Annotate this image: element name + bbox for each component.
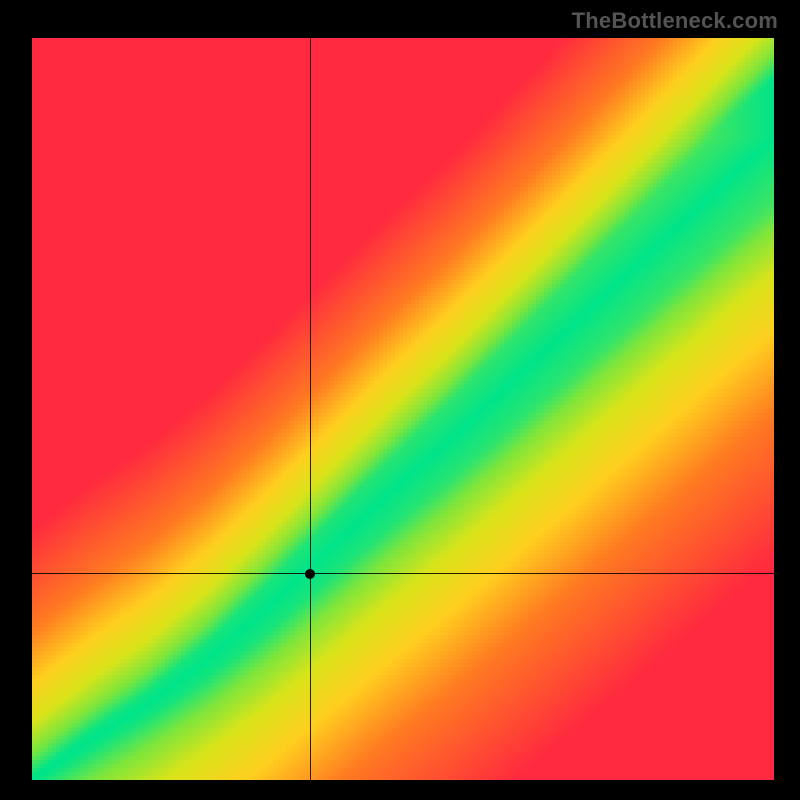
crosshair-horizontal	[32, 573, 774, 574]
chart-container: TheBottleneck.com	[0, 0, 800, 800]
heatmap-canvas	[32, 38, 774, 780]
watermark-text: TheBottleneck.com	[572, 8, 778, 34]
plot-area	[32, 38, 774, 780]
crosshair-marker-dot	[305, 569, 315, 579]
crosshair-vertical	[310, 38, 311, 780]
